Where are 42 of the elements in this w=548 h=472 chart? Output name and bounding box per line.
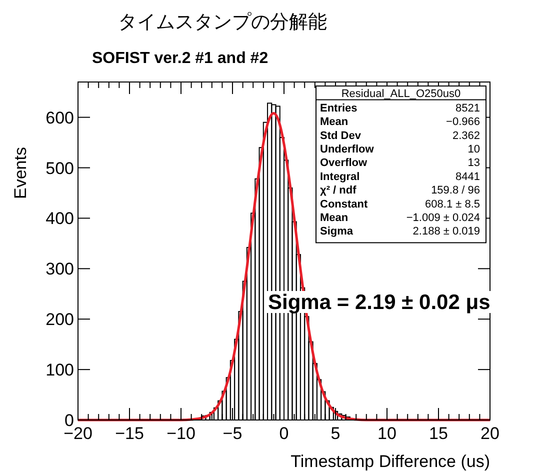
annotation: 2.362 xyxy=(452,130,480,142)
x-tick-label: −15 xyxy=(115,424,144,443)
annotation: 608.1 ± 8.5 xyxy=(425,198,480,210)
annotation: Entries xyxy=(320,102,358,114)
line-series xyxy=(76,112,492,422)
x-tick-label: 10 xyxy=(378,424,396,443)
annotation: 8441 xyxy=(456,170,480,183)
annotation: Mean xyxy=(320,116,348,128)
annotation: Std Dev xyxy=(320,130,362,142)
annotation: Residual_ALL_O250us0 xyxy=(341,88,461,100)
y-tick-label: 0 xyxy=(64,411,74,430)
annotation: Mean xyxy=(320,212,348,224)
annotation: −0.966 xyxy=(446,116,480,128)
y-tick-label: 100 xyxy=(46,360,74,380)
x-tick-label: −5 xyxy=(222,424,242,443)
y-tick-label: 300 xyxy=(46,260,74,279)
y-tick-label: 200 xyxy=(46,310,74,330)
y-tick-label: 400 xyxy=(46,209,74,228)
annotation: Sigma = 2.19 ± 0.02 μs xyxy=(268,291,490,314)
annotation: 2.188 ± 0.019 xyxy=(412,226,480,238)
y-tick-label: 600 xyxy=(46,108,74,128)
annotation: Overflow xyxy=(320,157,368,170)
annotation: Underflow xyxy=(320,144,374,156)
annotation: Constant xyxy=(320,198,368,210)
annotation: 159.8 / 96 xyxy=(431,184,480,197)
annotation: Sigma xyxy=(320,226,354,238)
y-tick-label: 500 xyxy=(46,158,74,178)
x-tick-label: 15 xyxy=(429,424,448,443)
x-tick-label: 0 xyxy=(279,424,289,443)
annotation: 13 xyxy=(468,157,480,170)
annotation: −1.009 ± 0.024 xyxy=(406,212,480,224)
chart-subtitle: SOFIST ver.2 #1 and #2 xyxy=(92,50,268,67)
x-axis-title: Timestamp Difference (us) xyxy=(290,452,490,471)
x-tick-label: −10 xyxy=(166,424,196,443)
x-tick-label: 5 xyxy=(330,424,340,443)
annotation: Integral xyxy=(320,170,360,183)
x-tick-label: 20 xyxy=(480,424,500,443)
annotation: 8521 xyxy=(456,102,480,114)
y-axis-title: Events xyxy=(11,147,30,199)
annotation: 10 xyxy=(468,144,480,156)
annotation: χ² / ndf xyxy=(320,184,357,197)
chart-title: タイムスタンプの分解能 xyxy=(118,12,327,33)
